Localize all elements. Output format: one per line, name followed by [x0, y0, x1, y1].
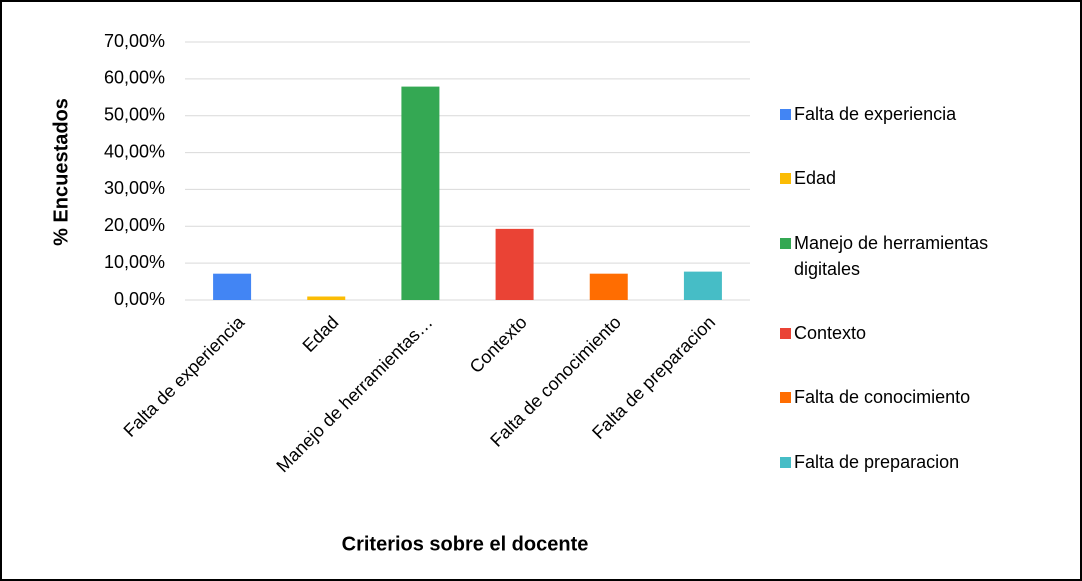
bar	[683, 271, 722, 300]
legend-swatch	[780, 173, 791, 185]
bar	[401, 86, 440, 301]
legend-item: Contexto	[780, 320, 1030, 346]
legend: Falta de experiencia Edad Manejo de herram…	[780, 82, 1030, 494]
legend-label: Falta de preparacion	[794, 451, 960, 472]
bar	[589, 273, 628, 300]
legend-label: Edad	[794, 168, 837, 189]
legend-item: Falta de preparacion	[780, 449, 1030, 475]
y-tick-label: 0,00%	[114, 289, 165, 309]
legend-label: Falta de experiencia	[794, 104, 957, 125]
x-axis-title: Criterios sobre el docente	[342, 533, 589, 555]
legend-label: Falta de conocimiento	[794, 387, 971, 408]
y-tick-label: 50,00%	[104, 104, 165, 124]
y-tick-label: 40,00%	[104, 141, 165, 161]
legend-item: Falta de conocimiento	[780, 384, 1030, 410]
y-tick-label: 60,00%	[104, 68, 165, 88]
y-tick-label: 30,00%	[104, 178, 165, 198]
legend-swatch	[780, 109, 791, 121]
bar	[495, 228, 534, 300]
y-tick-label: 70,00%	[104, 31, 165, 51]
y-tick-label: 20,00%	[104, 215, 165, 235]
legend-swatch	[780, 328, 791, 340]
legend-label: Contexto	[794, 323, 867, 344]
legend-swatch	[780, 456, 791, 468]
legend-swatch	[780, 237, 791, 249]
legend-item: Falta de experiencia	[780, 101, 1030, 127]
legend-swatch	[780, 392, 791, 404]
legend-item: Edad	[780, 165, 1030, 191]
y-tick-label: 10,00%	[104, 252, 165, 272]
y-axis-title: % Encuestados	[50, 98, 72, 246]
legend-label: Manejo de herramientas digitales	[794, 232, 989, 279]
legend-item: Manejo de herramientas digitales	[780, 230, 1030, 282]
bar	[307, 296, 346, 300]
bar	[213, 273, 252, 300]
